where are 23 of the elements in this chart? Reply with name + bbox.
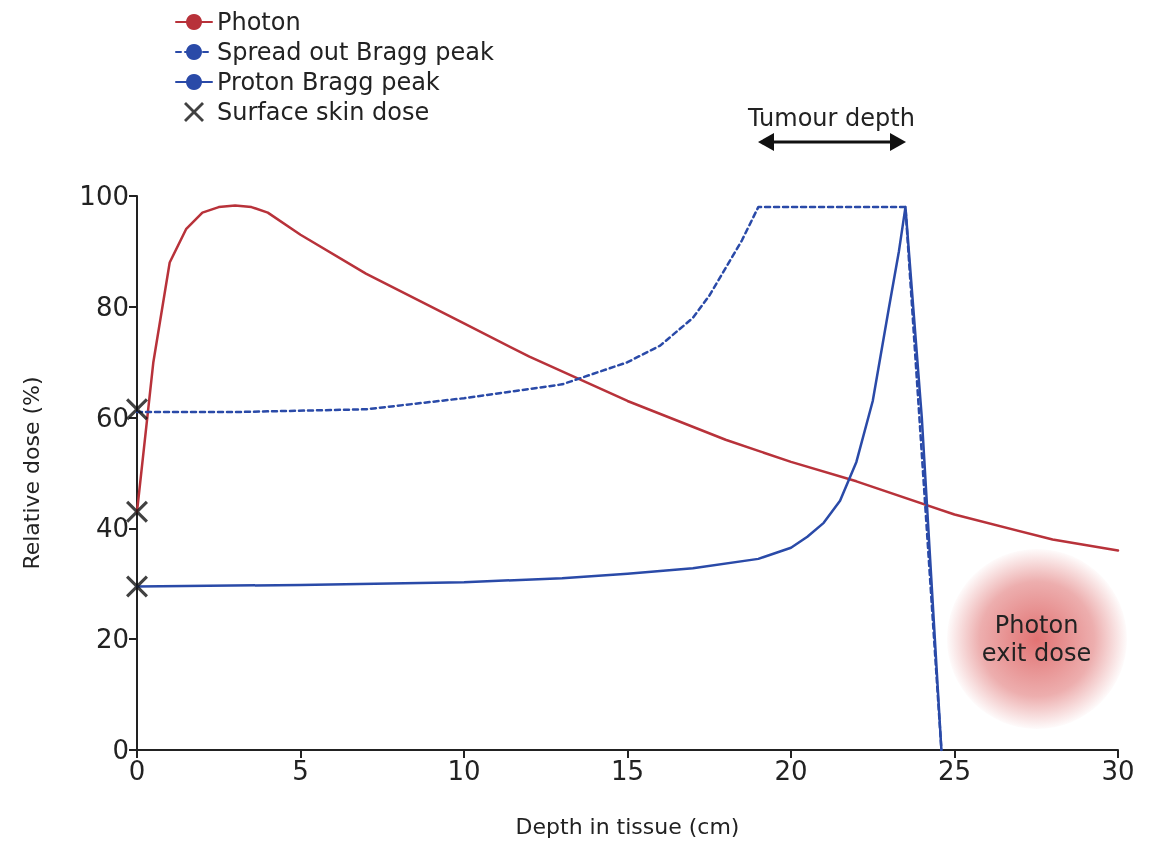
y-tick-label: 0 xyxy=(112,735,129,765)
legend-label: Proton Bragg peak xyxy=(217,68,440,96)
y-tick-label: 40 xyxy=(95,513,129,544)
legend-label: Surface skin dose xyxy=(217,98,430,126)
y-axis-title: Relative dose (%) xyxy=(18,376,44,570)
y-tick-label: 60 xyxy=(95,402,129,433)
text: Tumour depth xyxy=(748,103,915,132)
x-tick-label: 20 xyxy=(774,756,808,786)
point xyxy=(126,500,148,523)
x-tick-label: 10 xyxy=(447,756,481,786)
point xyxy=(126,575,148,598)
legend-label: Photon xyxy=(217,8,301,36)
x-tick-label: 5 xyxy=(292,756,309,786)
point xyxy=(126,398,148,421)
x-tick-label: 30 xyxy=(1101,756,1135,786)
x-tick-label: 15 xyxy=(610,756,645,786)
x-axis-title: Depth in tissue (cm) xyxy=(515,813,740,839)
legend-label: Spread out Bragg peak xyxy=(217,38,494,66)
x-tick-label: 25 xyxy=(937,756,972,786)
y-tick-label: 20 xyxy=(95,624,129,655)
y-tick-label: 100 xyxy=(79,181,129,211)
annotation: Photon exit dose xyxy=(980,611,1093,668)
y-tick-label: 80 xyxy=(95,291,129,322)
